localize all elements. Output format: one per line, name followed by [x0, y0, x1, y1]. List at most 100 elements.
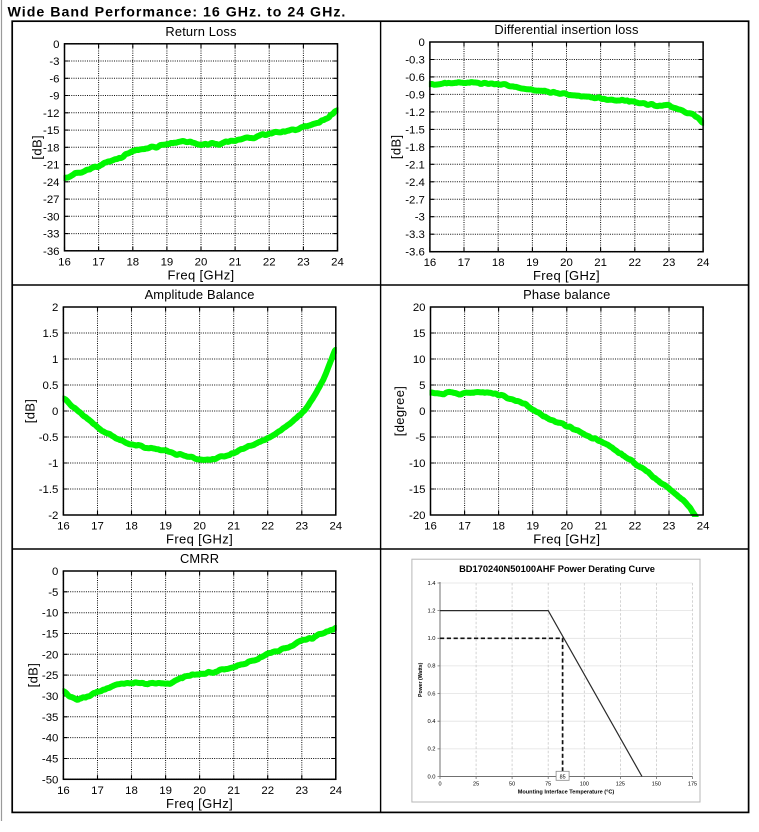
svg-text:-0.5: -0.5 — [39, 432, 59, 444]
svg-text:24: 24 — [697, 257, 710, 269]
svg-text:21: 21 — [227, 785, 240, 797]
svg-text:20: 20 — [413, 302, 426, 314]
svg-text:20: 20 — [193, 521, 206, 533]
svg-text:17: 17 — [91, 521, 104, 533]
svg-text:18: 18 — [125, 521, 138, 533]
svg-text:[dB]: [dB] — [389, 135, 404, 160]
svg-text:23: 23 — [295, 521, 308, 533]
svg-text:21: 21 — [595, 521, 608, 533]
svg-text:-3.3: -3.3 — [405, 229, 425, 241]
svg-text:21: 21 — [229, 256, 242, 268]
svg-text:16: 16 — [57, 521, 70, 533]
svg-text:1: 1 — [52, 354, 58, 366]
svg-text:16: 16 — [57, 785, 70, 797]
svg-text:0.2: 0.2 — [427, 747, 435, 753]
svg-text:5: 5 — [419, 380, 425, 392]
svg-text:-21: -21 — [43, 160, 59, 172]
svg-text:16: 16 — [424, 257, 437, 269]
svg-text:50: 50 — [509, 782, 515, 788]
svg-text:19: 19 — [159, 785, 172, 797]
svg-text:1.5: 1.5 — [43, 328, 59, 340]
svg-text:-0.6: -0.6 — [405, 72, 425, 84]
svg-text:0: 0 — [419, 406, 425, 418]
svg-text:-2.7: -2.7 — [405, 194, 425, 206]
svg-text:20: 20 — [560, 257, 573, 269]
svg-text:20: 20 — [195, 256, 208, 268]
svg-text:-25: -25 — [42, 670, 58, 682]
svg-text:0.5: 0.5 — [43, 380, 59, 392]
svg-text:23: 23 — [663, 521, 676, 533]
svg-text:-1.5: -1.5 — [405, 124, 425, 136]
svg-text:150: 150 — [652, 782, 661, 788]
svg-text:-10: -10 — [42, 608, 58, 620]
svg-text:-30: -30 — [42, 691, 58, 703]
svg-text:2: 2 — [52, 302, 58, 314]
svg-text:22: 22 — [263, 256, 276, 268]
svg-text:-10: -10 — [409, 458, 425, 470]
svg-text:-3: -3 — [49, 56, 59, 68]
svg-text:-1.2: -1.2 — [405, 107, 425, 119]
svg-text:-18: -18 — [43, 142, 59, 154]
svg-text:Freq [GHz]: Freq [GHz] — [533, 532, 600, 547]
svg-text:Freq [GHz]: Freq [GHz] — [167, 267, 234, 282]
svg-text:-5: -5 — [415, 432, 425, 444]
svg-text:0: 0 — [419, 37, 425, 49]
svg-text:20: 20 — [560, 521, 573, 533]
svg-text:-0.9: -0.9 — [405, 89, 425, 101]
svg-text:0: 0 — [438, 782, 441, 788]
svg-text:Phase balance: Phase balance — [523, 287, 610, 302]
svg-text:1.0: 1.0 — [427, 636, 435, 642]
svg-text:-40: -40 — [42, 733, 58, 745]
svg-text:-27: -27 — [43, 194, 59, 206]
svg-text:16: 16 — [58, 256, 71, 268]
svg-text:22: 22 — [261, 521, 274, 533]
svg-text:15: 15 — [413, 328, 426, 340]
svg-text:0: 0 — [52, 566, 58, 578]
svg-text:19: 19 — [526, 257, 539, 269]
svg-text:100: 100 — [580, 782, 589, 788]
svg-text:125: 125 — [616, 782, 625, 788]
svg-text:-3: -3 — [415, 212, 425, 224]
svg-text:-2.1: -2.1 — [405, 159, 425, 171]
svg-text:[dB]: [dB] — [30, 135, 45, 160]
svg-text:-3.6: -3.6 — [405, 247, 425, 259]
svg-text:22: 22 — [261, 785, 274, 797]
svg-text:20: 20 — [193, 785, 206, 797]
svg-text:-5: -5 — [48, 587, 58, 599]
svg-text:0: 0 — [52, 406, 58, 418]
svg-text:Amplitude Balance: Amplitude Balance — [145, 287, 255, 302]
svg-text:-1: -1 — [48, 458, 58, 470]
svg-text:1.2: 1.2 — [427, 608, 435, 614]
svg-text:-6: -6 — [49, 73, 59, 85]
svg-text:0.4: 0.4 — [427, 719, 436, 725]
svg-text:[degree]: [degree] — [392, 386, 407, 437]
svg-text:-33: -33 — [43, 229, 59, 241]
svg-text:0: 0 — [53, 39, 59, 51]
svg-text:-1.8: -1.8 — [405, 142, 425, 154]
svg-text:23: 23 — [295, 785, 308, 797]
svg-text:18: 18 — [125, 785, 138, 797]
svg-text:75: 75 — [545, 782, 551, 788]
svg-text:-9: -9 — [49, 91, 59, 103]
svg-text:17: 17 — [91, 785, 104, 797]
svg-text:[dB]: [dB] — [23, 399, 38, 424]
svg-text:24: 24 — [329, 785, 342, 797]
svg-text:85: 85 — [560, 774, 566, 780]
svg-text:17: 17 — [458, 521, 471, 533]
svg-text:-12: -12 — [43, 108, 59, 120]
svg-text:CMRR: CMRR — [180, 551, 219, 566]
svg-text:0.6: 0.6 — [427, 691, 435, 697]
svg-text:0.0: 0.0 — [427, 774, 435, 780]
svg-text:-2.4: -2.4 — [405, 177, 425, 189]
svg-text:1.4: 1.4 — [427, 581, 436, 587]
svg-text:175: 175 — [688, 782, 697, 788]
svg-text:23: 23 — [297, 256, 310, 268]
svg-text:0.8: 0.8 — [427, 664, 435, 670]
svg-text:-24: -24 — [43, 177, 59, 189]
svg-text:-15: -15 — [43, 125, 59, 137]
svg-text:23: 23 — [663, 257, 676, 269]
svg-text:-20: -20 — [409, 510, 425, 522]
svg-text:-36: -36 — [43, 246, 59, 258]
svg-text:-35: -35 — [42, 712, 58, 724]
svg-text:24: 24 — [697, 521, 710, 533]
